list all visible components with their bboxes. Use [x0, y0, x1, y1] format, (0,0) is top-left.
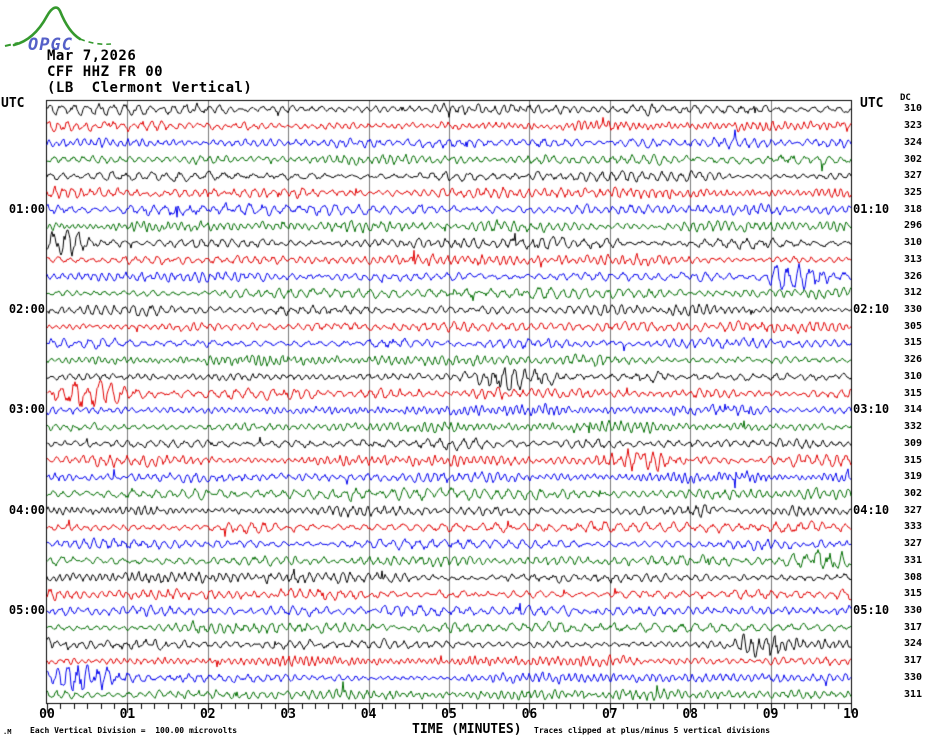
dc-value: 331: [903, 554, 922, 566]
left-hour-label: 02:00: [8, 302, 45, 317]
dc-value: 324: [903, 638, 922, 650]
dc-value: 333: [903, 521, 922, 533]
left-hour-label: 01:00: [8, 201, 45, 216]
dc-value: 315: [903, 337, 922, 349]
x-tick-label: 02: [199, 707, 216, 722]
dc-value: 311: [903, 688, 922, 700]
dc-value: 325: [903, 186, 922, 198]
dc-value: 319: [903, 471, 922, 483]
dc-value: 310: [903, 237, 922, 249]
dc-value: 332: [903, 421, 922, 433]
x-tick-label: 09: [762, 707, 779, 722]
dc-value: 302: [903, 487, 922, 499]
x-tick-label: 03: [280, 707, 297, 722]
dc-value: 330: [903, 671, 922, 683]
right-hour-label: 02:10: [853, 302, 890, 317]
dc-value: 318: [903, 203, 922, 215]
x-tick-label: 10: [843, 707, 859, 722]
x-tick-label: 06: [521, 707, 538, 722]
right-hour-label: 03:10: [853, 402, 890, 417]
x-tick-label: 05: [441, 707, 457, 722]
dc-value: 296: [903, 220, 922, 232]
dc-value: 317: [903, 655, 922, 667]
header-station-code: CFF HHZ FR 00: [47, 64, 164, 80]
x-tick-label: 07: [601, 707, 618, 722]
right-hour-label: 01:10: [853, 201, 890, 216]
right-hour-label: 05:10: [853, 603, 890, 618]
dc-value: 327: [903, 170, 922, 182]
dc-value: 315: [903, 588, 922, 600]
x-tick-label: 01: [119, 707, 136, 722]
right-utc-label: UTC: [860, 96, 884, 111]
dc-column-header: DC: [900, 93, 911, 103]
dc-value: 330: [903, 304, 922, 316]
vertical-scale-note: Each Vertical Division = 100.00 microvol…: [30, 726, 238, 735]
dc-value: 302: [903, 153, 922, 165]
dc-value: 330: [903, 605, 922, 617]
dc-value: 313: [903, 253, 922, 265]
dc-value: 305: [903, 320, 922, 332]
header-station-description: (LB Clermont Vertical): [47, 80, 253, 96]
dc-value: 309: [903, 437, 922, 449]
left-hour-label: 04:00: [8, 502, 45, 517]
dc-value: 312: [903, 287, 922, 299]
dc-value: 314: [903, 404, 922, 416]
dc-value: 324: [903, 136, 922, 148]
dc-value: 310: [903, 103, 922, 115]
x-tick-label: 00: [39, 707, 55, 722]
left-hour-label: 05:00: [8, 603, 45, 618]
dc-value: 327: [903, 538, 922, 550]
clipping-note: Traces clipped at plus/minus 5 vertical …: [534, 726, 771, 735]
left-utc-label: UTC: [1, 96, 25, 111]
corner-mark: .M: [3, 728, 12, 736]
opgc-logo-text: OPGC: [28, 35, 73, 55]
dc-value: 327: [903, 504, 922, 516]
dc-value: 326: [903, 354, 922, 366]
dc-value: 310: [903, 370, 922, 382]
opgc-logo: OPGC: [4, 6, 112, 55]
dc-value: 315: [903, 387, 922, 399]
dc-value: 315: [903, 454, 922, 466]
logo-mountain-curve: [12, 6, 82, 47]
dc-value: 317: [903, 621, 922, 633]
x-axis-title: TIME (MINUTES): [412, 722, 522, 737]
left-hour-label: 03:00: [8, 402, 45, 417]
x-tick-label: 08: [682, 707, 699, 722]
right-hour-label: 04:10: [853, 502, 890, 517]
dc-value: 323: [903, 120, 922, 132]
header-date: Mar 7,2026: [47, 48, 137, 64]
x-tick-label: 04: [360, 707, 377, 722]
logo-dash-right: [79, 38, 112, 46]
dc-value: 308: [903, 571, 922, 583]
dc-value: 326: [903, 270, 922, 282]
